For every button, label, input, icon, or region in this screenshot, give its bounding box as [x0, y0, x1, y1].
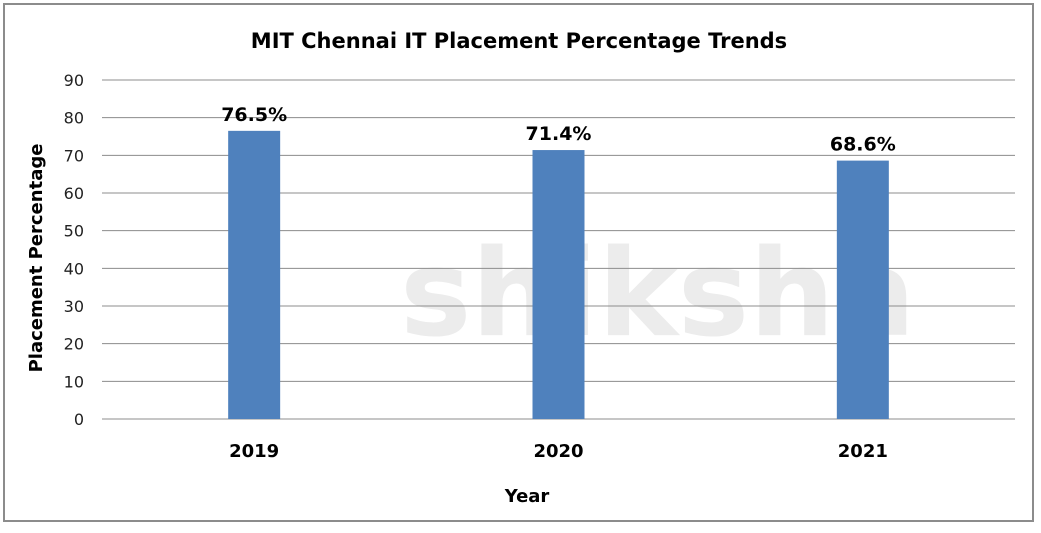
- y-tick-label: 50: [64, 222, 84, 241]
- data-label: 76.5%: [221, 104, 287, 126]
- data-label: 71.4%: [526, 123, 592, 145]
- y-tick-label: 30: [64, 297, 84, 316]
- x-tick-label: 2019: [229, 441, 279, 462]
- y-tick-label: 40: [64, 259, 84, 278]
- bar-2019: [228, 130, 281, 419]
- x-axis-label: Year: [504, 486, 550, 507]
- y-tick-label: 90: [64, 71, 84, 90]
- chart-title: MIT Chennai IT Placement Percentage Tren…: [251, 29, 787, 53]
- x-tick-label: 2021: [838, 441, 888, 462]
- y-tick-label: 80: [64, 109, 84, 128]
- data-label: 68.6%: [830, 134, 896, 156]
- y-axis-label: Placement Percentage: [26, 144, 47, 373]
- y-tick-label: 10: [64, 372, 84, 391]
- watermark-logo: shiksha: [400, 225, 916, 364]
- chart-frame: [3, 3, 1034, 522]
- y-tick-label: 0: [74, 410, 84, 429]
- bar-2020: [532, 150, 585, 419]
- y-tick-label: 70: [64, 146, 84, 165]
- x-tick-label: 2020: [533, 441, 583, 462]
- y-tick-label: 60: [64, 184, 84, 203]
- y-tick-label: 20: [64, 335, 84, 354]
- bar-2021: [836, 160, 889, 419]
